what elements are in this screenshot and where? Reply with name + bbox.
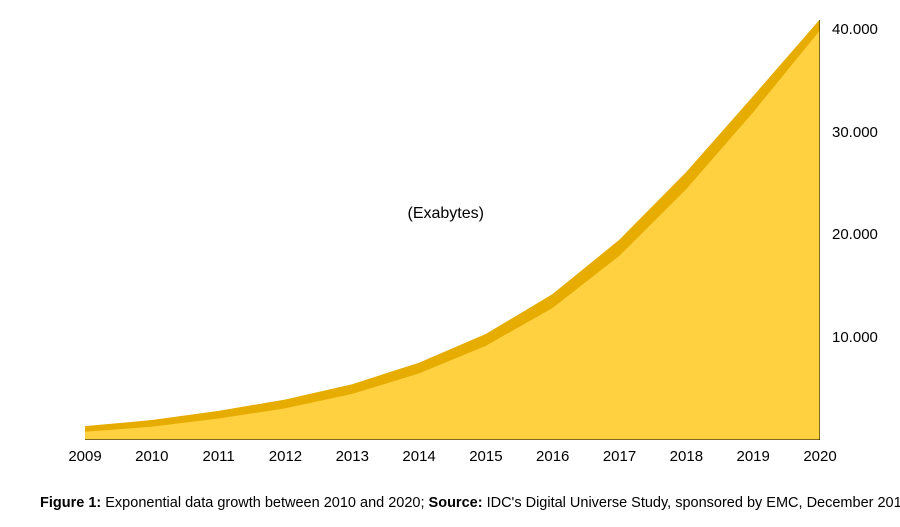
y-tick-label: 40.000 bbox=[832, 21, 878, 38]
figure-container: (Exabytes) 10.000 20.000 30.000 40.000 2009… bbox=[0, 0, 900, 527]
x-tick-label: 2019 bbox=[736, 448, 769, 465]
y-tick-label: 30.000 bbox=[832, 124, 878, 141]
y-tick-label: 10.000 bbox=[832, 329, 878, 346]
chart-plot bbox=[85, 20, 820, 440]
area-chart-svg bbox=[85, 20, 820, 440]
x-tick-label: 2014 bbox=[402, 448, 435, 465]
caption-main-text: Exponential data growth between 2010 and… bbox=[101, 495, 428, 511]
x-tick-label: 2016 bbox=[536, 448, 569, 465]
x-tick-label: 2020 bbox=[803, 448, 836, 465]
x-tick-label: 2015 bbox=[469, 448, 502, 465]
x-tick-label: 2017 bbox=[603, 448, 636, 465]
caption-source-text: IDC's Digital Universe Study, sponsored … bbox=[483, 495, 900, 511]
x-tick-label: 2013 bbox=[336, 448, 369, 465]
x-tick-label: 2012 bbox=[269, 448, 302, 465]
y-tick-label: 20.000 bbox=[832, 226, 878, 243]
x-tick-label: 2009 bbox=[68, 448, 101, 465]
x-tick-label: 2010 bbox=[135, 448, 168, 465]
x-tick-label: 2018 bbox=[670, 448, 703, 465]
unit-label: (Exabytes) bbox=[408, 205, 484, 223]
caption-source-prefix: Source: bbox=[429, 495, 483, 511]
caption-figure-prefix: Figure 1: bbox=[40, 495, 101, 511]
figure-caption: Figure 1: Exponential data growth betwee… bbox=[40, 495, 900, 511]
x-tick-label: 2011 bbox=[202, 448, 234, 465]
